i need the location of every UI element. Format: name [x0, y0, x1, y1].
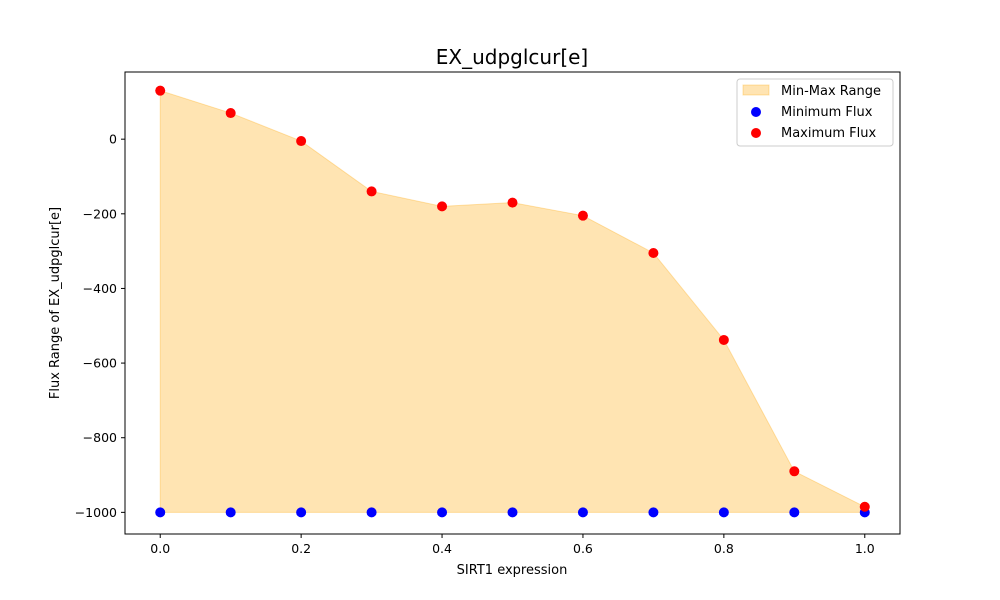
legend-marker-minimum [751, 107, 761, 117]
minimum-flux-point [718, 507, 729, 518]
maximum-flux-point [155, 85, 166, 96]
y-tick-label: −1000 [75, 505, 117, 520]
minimum-flux-point [296, 507, 307, 518]
x-tick-label: 0.8 [714, 541, 734, 556]
minimum-flux-point [648, 507, 659, 518]
y-tick-label: 0 [109, 132, 117, 147]
y-tick-label: −800 [83, 430, 117, 445]
legend-marker-maximum [751, 128, 761, 138]
maximum-flux-point [225, 108, 236, 119]
y-tick-label: −200 [83, 206, 117, 221]
maximum-flux-point [296, 136, 307, 147]
y-tick-label: −400 [83, 281, 117, 296]
x-tick-label: 0.6 [573, 541, 593, 556]
x-tick-label: 0.0 [150, 541, 170, 556]
maximum-flux-point [859, 501, 870, 512]
y-axis-ticks: −1000 −800 −600 −400 −200 0 [75, 132, 125, 520]
minimum-flux-point [225, 507, 236, 518]
minimum-flux-point [789, 507, 800, 518]
maximum-flux-point [366, 186, 377, 197]
maximum-flux-point [437, 201, 448, 212]
chart-title: EX_udpglcur[e] [436, 45, 588, 69]
y-axis-label: Flux Range of EX_udpglcur[e] [48, 207, 63, 399]
minimum-flux-point [507, 507, 518, 518]
minimum-flux-point [366, 507, 377, 518]
maximum-flux-point [648, 247, 659, 258]
legend-swatch-range [742, 84, 770, 96]
legend-box [736, 78, 894, 147]
minimum-flux-point [155, 507, 166, 518]
legend-label-range: Min-Max Range [781, 84, 881, 99]
minimum-flux-point [437, 507, 448, 518]
legend-label-minimum: Minimum Flux [781, 105, 873, 120]
plot-area [155, 85, 870, 518]
x-axis-ticks: 0.0 0.2 0.4 0.6 0.8 1.0 [150, 534, 875, 556]
y-tick-label: −600 [83, 356, 117, 371]
x-tick-label: 0.2 [291, 541, 311, 556]
x-tick-label: 1.0 [855, 541, 875, 556]
maximum-flux-point [718, 334, 729, 345]
maximum-flux-point [507, 197, 518, 208]
legend: Min-Max Range Minimum Flux Maximum Flux [736, 78, 894, 147]
legend-label-maximum: Maximum Flux [781, 126, 877, 141]
x-tick-label: 0.4 [432, 541, 452, 556]
maximum-flux-point [789, 466, 800, 477]
plot-frame [124, 71, 901, 535]
x-axis-label: SIRT1 expression [457, 563, 568, 578]
minimum-flux-point [577, 507, 588, 518]
maximum-flux-point [577, 210, 588, 221]
